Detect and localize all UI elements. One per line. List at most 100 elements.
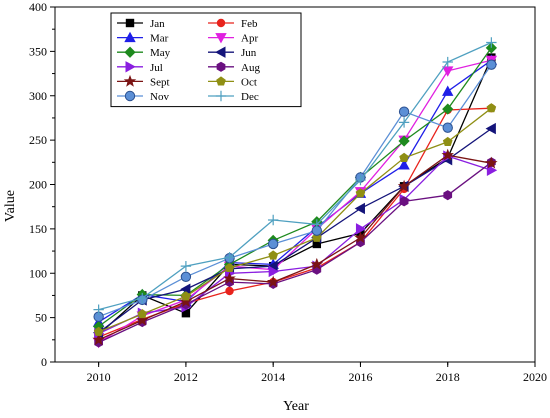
legend-marker-jun [215, 46, 226, 58]
data-point-nov [442, 122, 453, 133]
data-point-nov [267, 238, 279, 250]
series-line-jan [98, 57, 492, 335]
legend-marker-may [124, 46, 136, 58]
y-tick-label: 400 [29, 0, 47, 14]
data-point-dec [486, 37, 497, 48]
data-point-oct [93, 326, 104, 336]
legend-label-nov: Nov [150, 91, 169, 103]
data-point-aug [443, 190, 453, 201]
legend-label-mar: Mar [150, 33, 169, 45]
series-line-mar [98, 59, 492, 323]
y-tick-label: 150 [29, 222, 47, 236]
data-point-sept [179, 295, 193, 307]
x-tick-label: 2014 [261, 370, 285, 384]
x-axis-title: Year [283, 399, 309, 413]
data-point-dec [137, 292, 148, 304]
data-point-aug [399, 196, 409, 207]
data-point-mar [398, 159, 410, 170]
legend-marker-oct [216, 76, 226, 86]
data-point-sept [397, 179, 411, 192]
data-point-dec [311, 219, 323, 230]
series-line-dec [98, 41, 492, 311]
legend-label-jun: Jun [241, 47, 257, 59]
legend-label-sept: Sept [150, 76, 170, 88]
data-point-dec [398, 117, 410, 128]
data-point-dec [442, 56, 453, 68]
x-tick-label: 2016 [348, 370, 372, 384]
data-point-dec [355, 174, 366, 186]
data-point-jan [181, 308, 191, 318]
y-tick-label: 50 [35, 311, 47, 325]
series-line-jun [98, 128, 492, 334]
data-point-dec [267, 214, 279, 226]
legend-label-may: May [150, 47, 171, 59]
data-point-may [442, 103, 454, 115]
legend: Jan Feb Mar Apr May Jun Jul Aug Sept Oct Nov Dec [110, 12, 302, 108]
data-point-sept [310, 257, 324, 270]
x-tick-label: 2012 [174, 370, 198, 384]
data-point-nov [486, 59, 497, 70]
series-line-oct [98, 107, 492, 333]
legend-marker-aug [216, 61, 226, 72]
data-point-sept [441, 148, 454, 161]
series-line-nov [98, 64, 492, 318]
legend-marker-sept [123, 74, 137, 87]
x-tick-label: 2018 [436, 370, 460, 384]
data-point-may [398, 135, 410, 147]
legend-label-oct: Oct [241, 76, 257, 88]
legend-marker-nov [124, 90, 136, 102]
y-tick-label: 250 [29, 133, 47, 147]
data-point-sept [266, 275, 280, 288]
data-point-nov [180, 271, 192, 282]
data-point-sept [136, 313, 149, 326]
data-point-jun [485, 122, 496, 135]
x-tick-label: 2020 [523, 370, 547, 384]
data-point-feb [225, 286, 234, 296]
legend-marker-apr [215, 33, 227, 44]
series-line-aug [98, 161, 492, 344]
series-line-sept [98, 154, 492, 341]
y-tick-label: 100 [29, 266, 47, 280]
data-point-oct [399, 152, 409, 162]
series-oct [93, 103, 497, 336]
legend-label-jul: Jul [150, 62, 163, 74]
series-lines [92, 37, 498, 349]
legend-box [110, 12, 302, 108]
data-point-jan [312, 239, 322, 249]
legend-label-jan: Jan [150, 18, 165, 30]
data-point-oct [355, 188, 366, 198]
data-point-oct [137, 309, 148, 319]
data-point-jul [268, 265, 280, 278]
y-tick-label: 300 [29, 89, 47, 103]
data-point-jun [354, 202, 365, 215]
legend-label-apr: Apr [241, 33, 258, 45]
y-tick-label: 350 [29, 44, 47, 58]
data-point-dec [224, 252, 235, 263]
legend-label-feb: Feb [241, 18, 258, 30]
data-point-nov [398, 106, 410, 117]
legend-marker-jan [125, 18, 135, 28]
y-tick-label: 0 [41, 355, 47, 369]
data-point-oct [224, 262, 235, 273]
legend-marker-feb [216, 18, 226, 28]
data-point-oct [268, 250, 279, 260]
y-axis-title: Value [3, 190, 18, 222]
axis-ticks: 2010 2012 2014 2016 2018 2020 0 50 100 150 200 250 3… [29, 0, 547, 384]
data-point-jul [355, 223, 367, 235]
data-point-jul [486, 164, 498, 177]
legend-marker-mar [124, 31, 136, 43]
data-point-oct [442, 136, 453, 147]
data-point-mar [442, 85, 454, 96]
data-point-sept [92, 333, 105, 346]
data-point-sept [354, 231, 367, 244]
y-tick-label: 200 [29, 178, 47, 192]
data-point-sept [223, 272, 236, 284]
legend-label-aug: Aug [241, 62, 260, 74]
legend-marker-jul [125, 61, 136, 73]
x-tick-label: 2010 [87, 370, 111, 384]
data-point-oct [181, 291, 191, 301]
series-line-apr [98, 59, 492, 344]
legend-marker-dec [215, 90, 227, 102]
